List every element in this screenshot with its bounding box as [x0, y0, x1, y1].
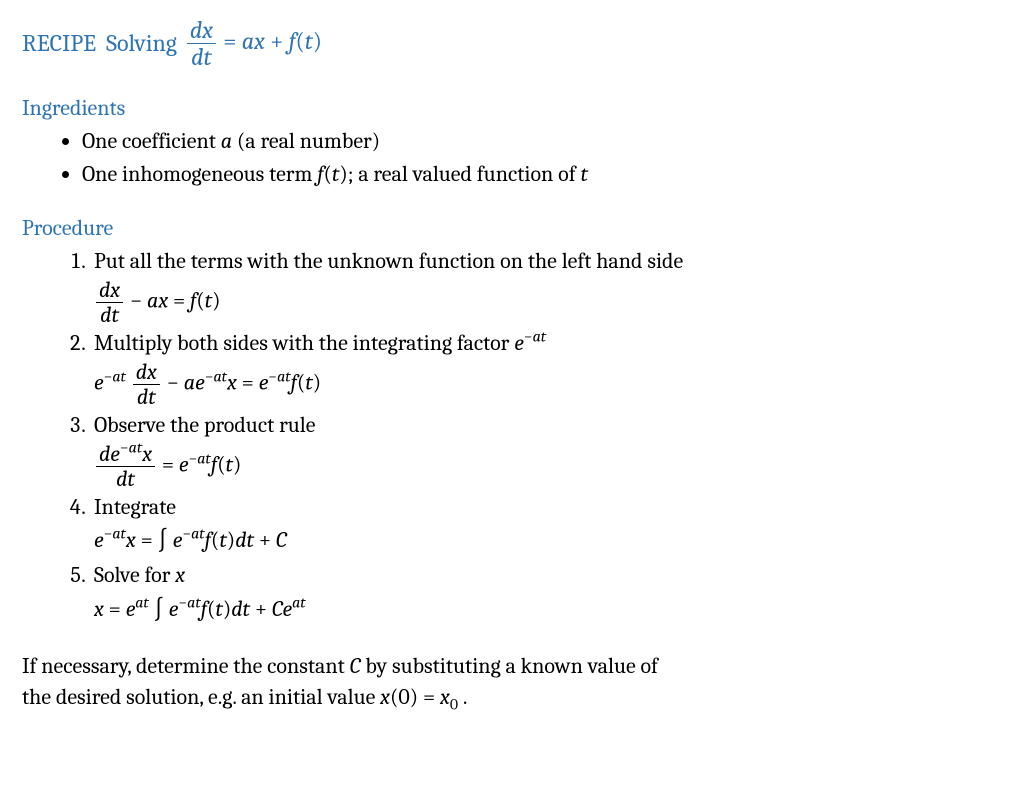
ingredients-list: One coefficient a (a real number) One in… [22, 126, 1002, 190]
procedure-step-1: Put all the terms with the unknown funct… [90, 246, 1002, 326]
procedure-step-5: Solve for x x = eat ∫ e−atf(t)dt + Ceat [90, 560, 1002, 627]
equation-step-4: e−atx = ∫ e−atf(t)dt + C [94, 524, 1002, 558]
solving-word: Solving [106, 27, 177, 61]
ingredient-item-1: One coefficient a (a real number) [82, 126, 1002, 157]
equation-step-1: dxdt − ax = f(t) [94, 279, 1002, 326]
ingredients-heading: Ingredients [22, 93, 1002, 124]
procedure-heading: Procedure [22, 213, 1002, 244]
procedure-step-3: Observe the product rule de−atxdt = e−at… [90, 410, 1002, 490]
procedure-step-4: Integrate e−atx = ∫ e−atf(t)dt + C [90, 492, 1002, 559]
procedure-step-2: Multiply both sides with the integrating… [90, 328, 1002, 408]
procedure-list: Put all the terms with the unknown funct… [22, 246, 1002, 627]
ingredient-item-2: One inhomogeneous term f(t); a real valu… [82, 159, 1002, 190]
equation-step-3: de−atxdt = e−atf(t) [94, 443, 1002, 490]
title-equation: dxdt = ax + f(t) [185, 18, 322, 69]
recipe-word: RECIPE [22, 27, 96, 61]
recipe-title: RECIPE Solving dxdt = ax + f(t) [22, 18, 1002, 69]
equation-step-2: e−at dxdt − ae−atx = e−atf(t) [94, 361, 1002, 408]
equation-step-5: x = eat ∫ e−atf(t)dt + Ceat [94, 593, 1002, 627]
footer-note: If necessary, determine the constant C b… [22, 651, 1002, 713]
